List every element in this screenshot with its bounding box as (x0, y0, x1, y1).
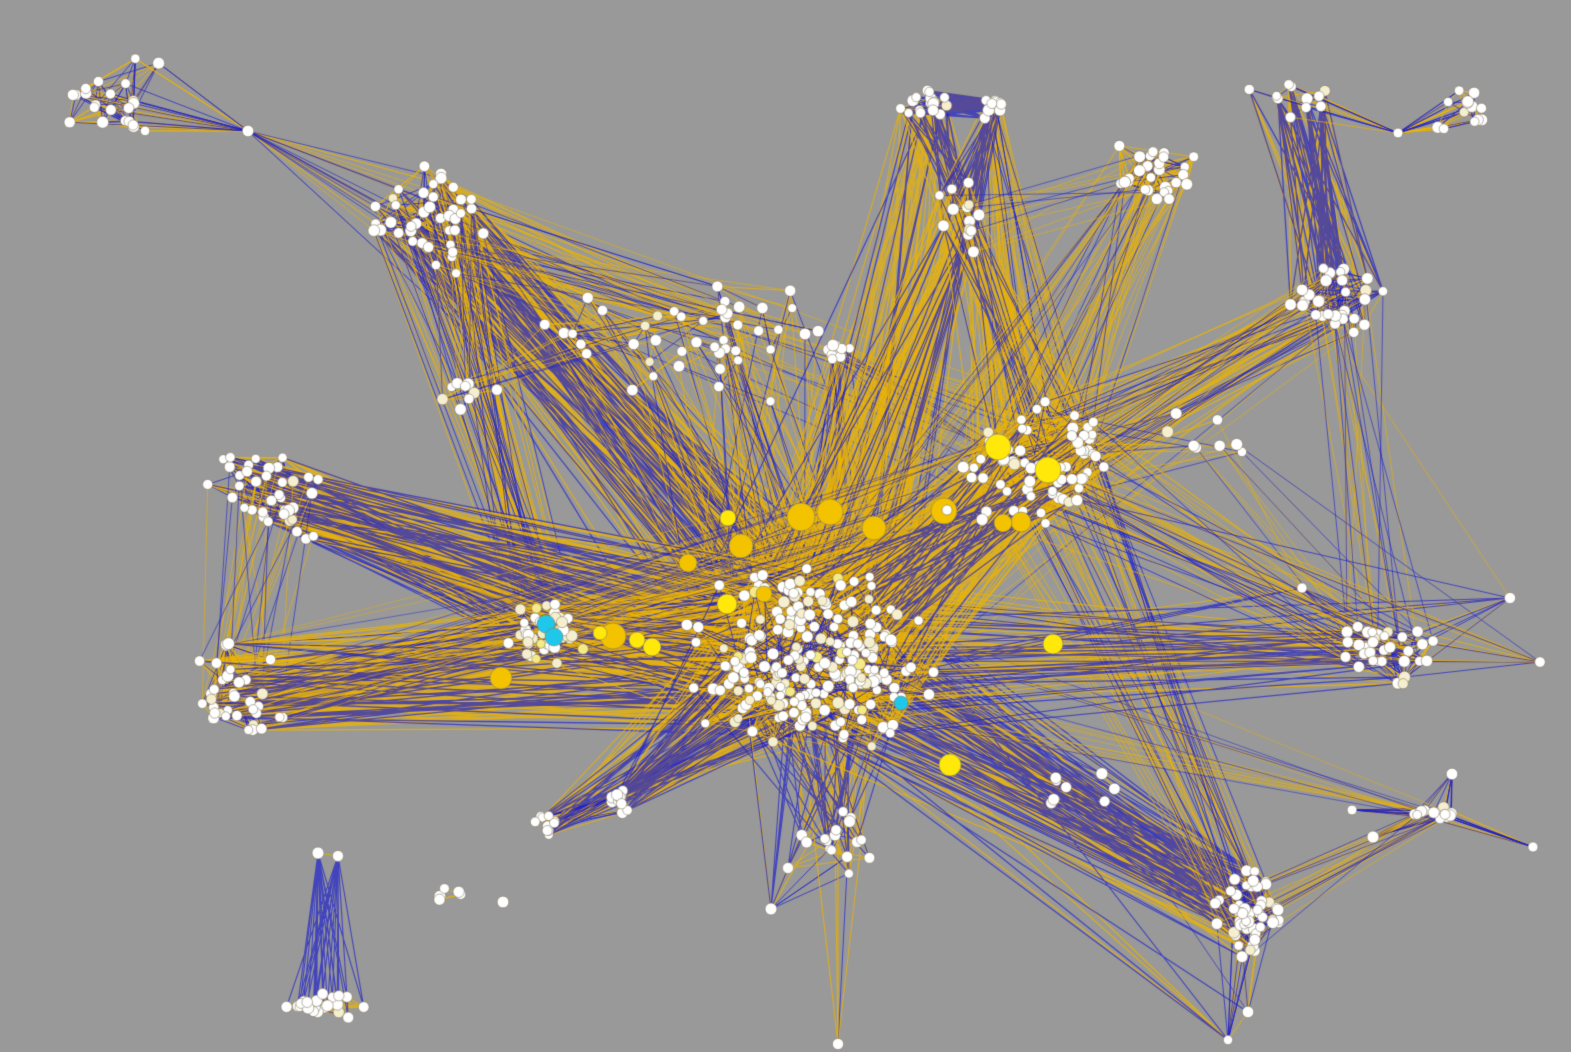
network-graph-canvas[interactable] (0, 0, 1571, 1052)
graph-viewport (0, 0, 1571, 1052)
